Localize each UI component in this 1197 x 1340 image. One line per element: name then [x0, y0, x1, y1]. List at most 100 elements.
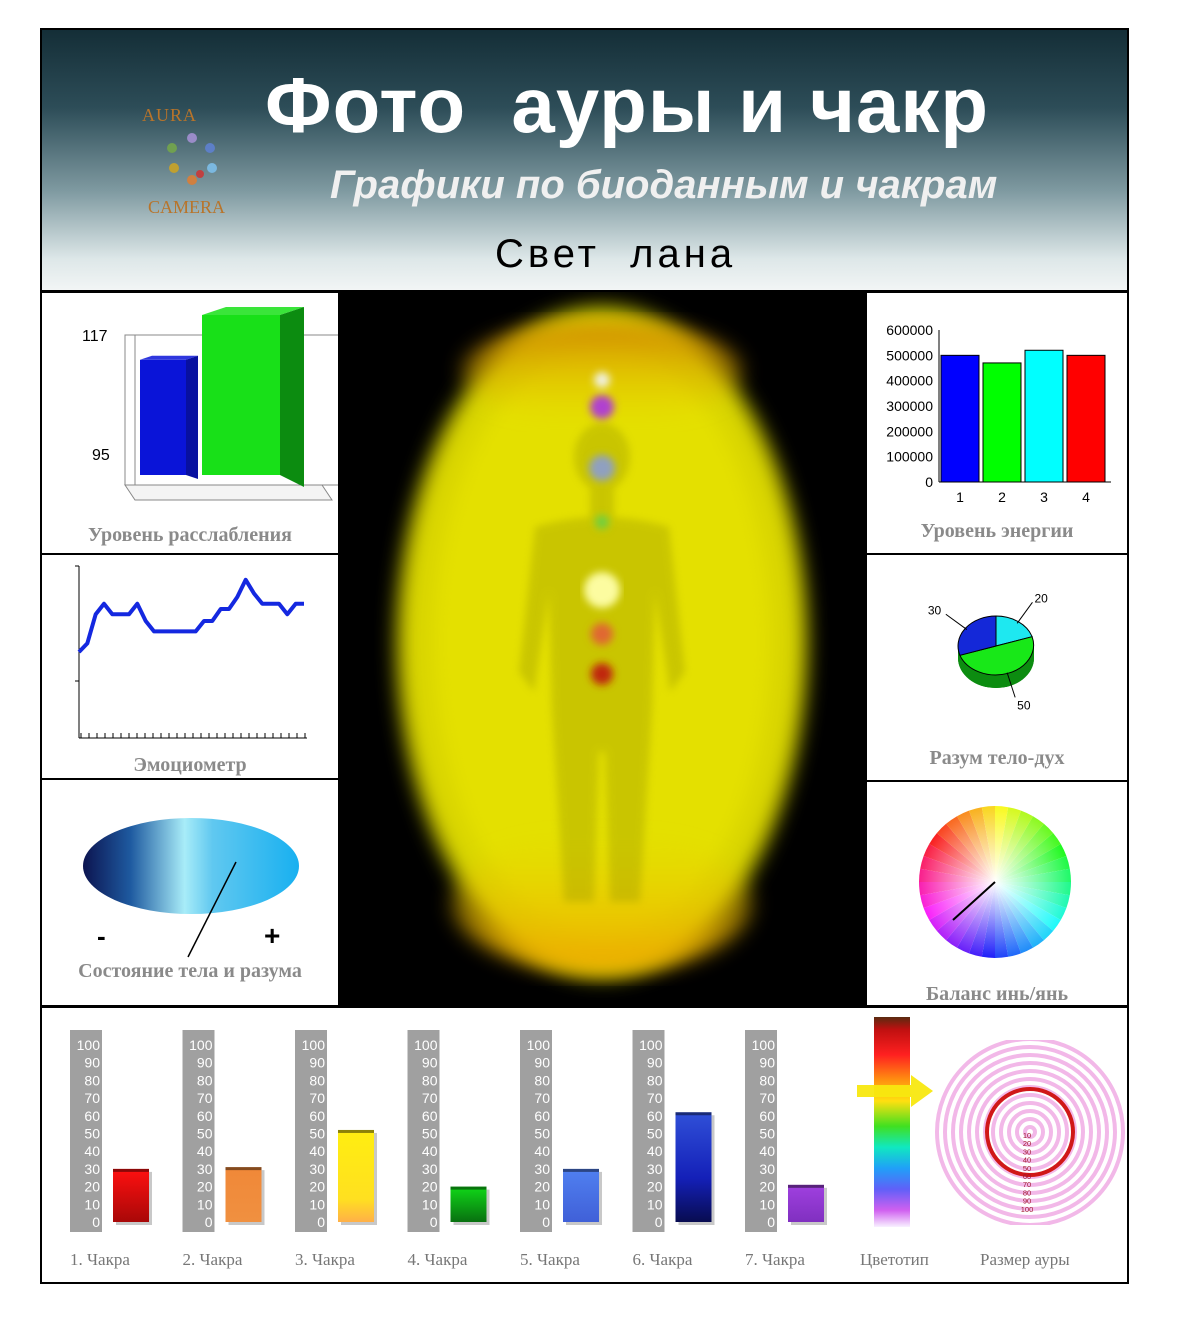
chakra-scale	[520, 1030, 552, 1232]
chakra-tick-label: 80	[759, 1072, 775, 1088]
header-banner: AURA CAMERA	[42, 30, 1127, 290]
chakra-tick-label: 30	[759, 1161, 775, 1177]
relaxation-bar	[140, 359, 186, 475]
yin-yang-caption: Баланс инь/янь	[925, 983, 1069, 1005]
chakra-tick-label: 0	[767, 1214, 775, 1230]
mind-body-spirit-pie: 20 50 30	[928, 591, 1048, 712]
aura-ring	[943, 1045, 1117, 1219]
chakra-label: 1. Чакра	[70, 1250, 130, 1269]
chakra-scale	[70, 1030, 102, 1232]
chakra-tick-label: 0	[317, 1214, 325, 1230]
gauge-needle	[187, 861, 237, 958]
aura-scale-label: 20	[1023, 1139, 1031, 1148]
chakra-tick-label: 100	[77, 1037, 101, 1053]
chakra-bar-cap	[338, 1129, 374, 1133]
chakra-tick-label: 10	[197, 1196, 213, 1212]
relaxation-chart: 117 95	[82, 307, 338, 501]
aura-ring	[999, 1101, 1061, 1163]
page-subtitle: Графики по биоданным и чакрам	[330, 163, 998, 207]
divider	[865, 290, 867, 1006]
chakra-tick-label: 90	[309, 1055, 325, 1071]
aura-scale-label: 40	[1023, 1156, 1031, 1165]
chakra-tick-label: 100	[639, 1037, 663, 1053]
emotion-caption: Эмоциометр	[133, 754, 247, 776]
chakra-scale	[745, 1030, 777, 1232]
person-name: Свет лана	[495, 232, 737, 276]
divider	[40, 778, 340, 780]
chakra-bar	[563, 1168, 599, 1222]
colortype-strip	[857, 1017, 933, 1227]
x-tick-label: 3	[1040, 489, 1048, 505]
y-tick-label: 600000	[886, 322, 933, 338]
divider	[865, 780, 1129, 782]
chakra-tick-label: 60	[759, 1108, 775, 1124]
aura-photo	[340, 292, 865, 1005]
chakra-scale	[295, 1030, 327, 1232]
chakra-tick-label: 90	[84, 1055, 100, 1071]
chakra-label: 3. Чакра	[295, 1250, 355, 1269]
aura-ring	[1007, 1109, 1053, 1155]
relaxation-caption: Уровень расслабления	[87, 524, 292, 546]
chakra-tick-label: 40	[534, 1143, 550, 1159]
chakra-tick-label: 80	[534, 1072, 550, 1088]
logo-dots-icon	[167, 133, 217, 185]
bar-top	[202, 307, 304, 315]
aura-scale-label: 70	[1023, 1180, 1031, 1189]
chakra-tick-label: 20	[422, 1179, 438, 1195]
energy-bar	[940, 354, 980, 483]
chakra-bar	[225, 1167, 262, 1222]
x-tick-label: 2	[998, 489, 1006, 505]
chakra-tick-label: 60	[422, 1108, 438, 1124]
chakra-tick-label: 70	[309, 1090, 325, 1106]
chakra-tick-label: 50	[84, 1126, 100, 1142]
y-tick-label: 200000	[886, 423, 933, 439]
logo-text-aura: AURA	[142, 105, 198, 125]
chakra-tick-label: 80	[197, 1072, 213, 1088]
y-tick-label: 400000	[886, 373, 933, 389]
chakra-tick-label: 90	[647, 1055, 663, 1071]
bar-top	[140, 355, 198, 360]
chakra-tick-label: 30	[422, 1161, 438, 1177]
chakra-tick-label: 10	[759, 1196, 775, 1212]
chakra-bar	[450, 1186, 487, 1222]
chakra-tick-label: 70	[759, 1090, 775, 1106]
chakra-tick-label: 40	[197, 1143, 213, 1159]
chakra-tick-label: 90	[759, 1055, 775, 1071]
y-tick-label: 100000	[886, 449, 933, 465]
divider	[338, 290, 340, 1006]
colortype-caption: Цветотип	[860, 1250, 929, 1269]
chakra-tick-label: 50	[759, 1126, 775, 1142]
chakra-bar	[788, 1184, 824, 1222]
chakra-tick-label: 40	[422, 1143, 438, 1159]
chart-floor	[124, 484, 333, 501]
divider	[40, 1005, 1129, 1008]
aura-ring	[951, 1053, 1109, 1211]
chakra-tick-label: 20	[197, 1179, 213, 1195]
chakra-scale	[407, 1030, 440, 1232]
bar-side	[280, 307, 304, 487]
chakra-tick-label: 50	[647, 1126, 663, 1142]
y-tick-label: 0	[925, 474, 933, 490]
aura-size-marker	[985, 1087, 1075, 1177]
aura-ring	[1023, 1125, 1037, 1139]
chakra-tick-label: 90	[197, 1055, 213, 1071]
relaxation-bar	[202, 315, 280, 475]
logo-text-camera: CAMERA	[148, 197, 226, 217]
chakra-tick-label: 0	[542, 1214, 550, 1230]
aura-ring	[935, 1040, 1125, 1225]
chakra-tick-label: 70	[534, 1090, 550, 1106]
chakra-tick-label: 70	[422, 1090, 438, 1106]
page-title: Фото ауры и чакр	[265, 61, 990, 149]
chakra-tick-label: 80	[309, 1072, 325, 1088]
chakra-tick-label: 20	[84, 1179, 100, 1195]
aura-scale-label: 10	[1023, 1131, 1031, 1140]
aura-scale-label: 100	[1021, 1205, 1034, 1214]
mind-body-spirit-caption: Разум тело-дух	[929, 747, 1065, 769]
chakra-tick-label: 60	[647, 1108, 663, 1124]
chakra-tick-label: 20	[759, 1179, 775, 1195]
chakra-tick-label: 50	[534, 1126, 550, 1142]
chakra-tick-label: 20	[647, 1179, 663, 1195]
yin-yang-color-wheel	[919, 806, 1071, 958]
chakra-tick-label: 40	[309, 1143, 325, 1159]
body-mind-caption: Состояние тела и разума	[78, 960, 302, 982]
